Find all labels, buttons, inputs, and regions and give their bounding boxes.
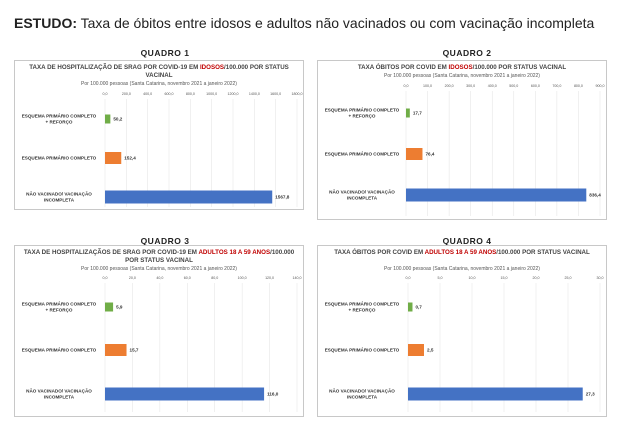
category-label: NÃO VACINADO/ VACINAÇÃO INCOMPLETA (329, 388, 395, 400)
chart-title-4: TAXA ÓBITOS POR COVID EM ADULTOS 18 A 59… (334, 249, 590, 256)
data-label: 27,3 (586, 392, 595, 397)
bar (408, 302, 413, 312)
tick-label: 80,0 (211, 276, 218, 280)
data-label: 152,4 (124, 156, 136, 161)
chart-panel-2: TAXA ÓBITOS POR COVID EM IDOSOS/100.000 … (317, 60, 607, 220)
bar (406, 108, 410, 118)
tick-label: 800,0 (186, 92, 195, 96)
page-title: ESTUDO: Taxa de óbitos entre idosos e ad… (14, 15, 594, 31)
data-label: 0,7 (415, 305, 422, 310)
data-label: 17,7 (413, 111, 422, 116)
tick-label: 100,0 (238, 276, 247, 280)
tick-label: 0,0 (406, 276, 411, 280)
data-label: 2,5 (427, 348, 434, 353)
tick-label: 100,0 (423, 84, 432, 88)
chart-title-2: TAXA ÓBITOS POR COVID EM IDOSOS/100.000 … (357, 64, 567, 71)
bar (408, 344, 424, 356)
tick-label: 400,0 (143, 92, 152, 96)
tick-label: 30,0 (597, 276, 604, 280)
tick-label: 0,0 (103, 92, 108, 96)
data-label: 836,4 (589, 193, 601, 198)
tick-label: 200,0 (122, 92, 131, 96)
category-label: NÃO VACINADO/ VACINAÇÃO INCOMPLETA (329, 189, 395, 201)
category-label: ESQUEMA PRIMÁRIO COMPLETO (22, 155, 97, 161)
chart-panel-4: TAXA ÓBITOS POR COVID EM ADULTOS 18 A 59… (317, 245, 607, 417)
data-label: 50,2 (113, 117, 122, 122)
chart-svg-4: 0,0 5,0 10,0 15,0 20,0 25,0 30,0 0,7 ESQUEMA PRI… (325, 276, 604, 412)
tick-label: 1400,0 (249, 92, 260, 96)
bar (105, 114, 111, 124)
page-title-lead: ESTUDO: (14, 15, 77, 31)
tick-label: 1000,0 (206, 92, 217, 96)
data-label: 15,7 (130, 348, 139, 353)
chart-subtitle-1: Por 100.000 pessoas (Santa Catarina, nov… (81, 81, 237, 87)
tick-label: 800,0 (574, 84, 583, 88)
bar (105, 344, 127, 356)
data-label: 76,4 (425, 152, 434, 157)
quadro-label-2: QUADRO 2 (442, 48, 492, 58)
category-label: NÃO VACINADO/ VACINAÇÃO INCOMPLETA (26, 388, 92, 400)
chart-panel-1: TAXA DE HOSPITALIZAÇÃO DE SRAG POR COVID… (14, 60, 304, 210)
tick-label: 700,0 (552, 84, 561, 88)
tick-label: 400,0 (488, 84, 497, 88)
data-label: 1567,8 (275, 195, 289, 200)
bar (408, 387, 583, 401)
tick-label: 1800,0 (292, 92, 303, 96)
tick-label: 0,0 (103, 276, 108, 280)
quadro-label-3: QUADRO 3 (140, 236, 190, 246)
bar (105, 302, 114, 312)
category-label: ESQUEMA PRIMÁRIO COMPLETO (325, 347, 400, 353)
tick-label: 20,0 (533, 276, 540, 280)
tick-label: 1200,0 (228, 92, 239, 96)
bar (105, 387, 265, 401)
tick-label: 140,0 (293, 276, 302, 280)
category-label: ESQUEMA PRIMÁRIO COMPLETO + REFORÇO (22, 113, 97, 125)
tick-label: 300,0 (466, 84, 475, 88)
bar (105, 152, 122, 164)
tick-label: 600,0 (165, 92, 174, 96)
category-label: ESQUEMA PRIMÁRIO COMPLETO + REFORÇO (325, 107, 400, 119)
tick-label: 120,0 (265, 276, 274, 280)
data-label: 116,0 (267, 392, 279, 397)
tick-label: 200,0 (445, 84, 454, 88)
category-label: ESQUEMA PRIMÁRIO COMPLETO + REFORÇO (22, 301, 97, 313)
tick-label: 900,0 (596, 84, 605, 88)
tick-label: 1600,0 (270, 92, 281, 96)
quadro-label-1: QUADRO 1 (140, 48, 190, 58)
tick-label: 40,0 (156, 276, 163, 280)
chart-svg-1: 0,0 200,0 400,0 600,0 800,0 1000,0 1200,0 1400,… (22, 92, 303, 207)
chart-subtitle-4: Por 100.000 pessoas (Santa Catarina, nov… (384, 266, 540, 272)
bar (105, 190, 273, 204)
tick-label: 15,0 (501, 276, 508, 280)
tick-label: 500,0 (509, 84, 518, 88)
tick-label: 60,0 (184, 276, 191, 280)
category-label: ESQUEMA PRIMÁRIO COMPLETO + REFORÇO (325, 301, 400, 313)
tick-label: 600,0 (531, 84, 540, 88)
tick-label: 0,0 (404, 84, 409, 88)
chart-svg-3: 0,0 20,0 40,0 60,0 80,0 100,0 120,0 140,0 5,9 ESQ… (22, 276, 302, 412)
data-label: 5,9 (116, 305, 123, 310)
tick-label: 5,0 (438, 276, 443, 280)
category-label: ESQUEMA PRIMÁRIO COMPLETO (325, 151, 400, 157)
tick-label: 25,0 (565, 276, 572, 280)
chart-subtitle-3: Por 100.000 pessoas (Santa Catarina, nov… (81, 266, 237, 272)
page-title-rest: Taxa de óbitos entre idosos e adultos nã… (77, 15, 595, 31)
bar (406, 148, 423, 160)
chart-title-3: TAXA DE HOSPITALIZAÇÃOS DE SRAG POR COVI… (23, 249, 295, 264)
bar (406, 188, 587, 202)
chart-svg-2: 0,0 100,0 200,0 300,0 400,0 500,0 600,0 700,0 80… (325, 84, 605, 216)
quadro-label-4: QUADRO 4 (442, 236, 492, 246)
chart-subtitle-2: Por 100.000 pessoas (Santa Catarina, nov… (384, 73, 540, 79)
chart-title-1: TAXA DE HOSPITALIZAÇÃO DE SRAG POR COVID… (29, 64, 289, 79)
chart-panel-3: TAXA DE HOSPITALIZAÇÃOS DE SRAG POR COVI… (14, 245, 304, 417)
tick-label: 10,0 (469, 276, 476, 280)
category-label: ESQUEMA PRIMÁRIO COMPLETO (22, 347, 97, 353)
category-label: NÃO VACINADO/ VACINAÇÃO INCOMPLETA (26, 191, 92, 203)
tick-label: 20,0 (129, 276, 136, 280)
